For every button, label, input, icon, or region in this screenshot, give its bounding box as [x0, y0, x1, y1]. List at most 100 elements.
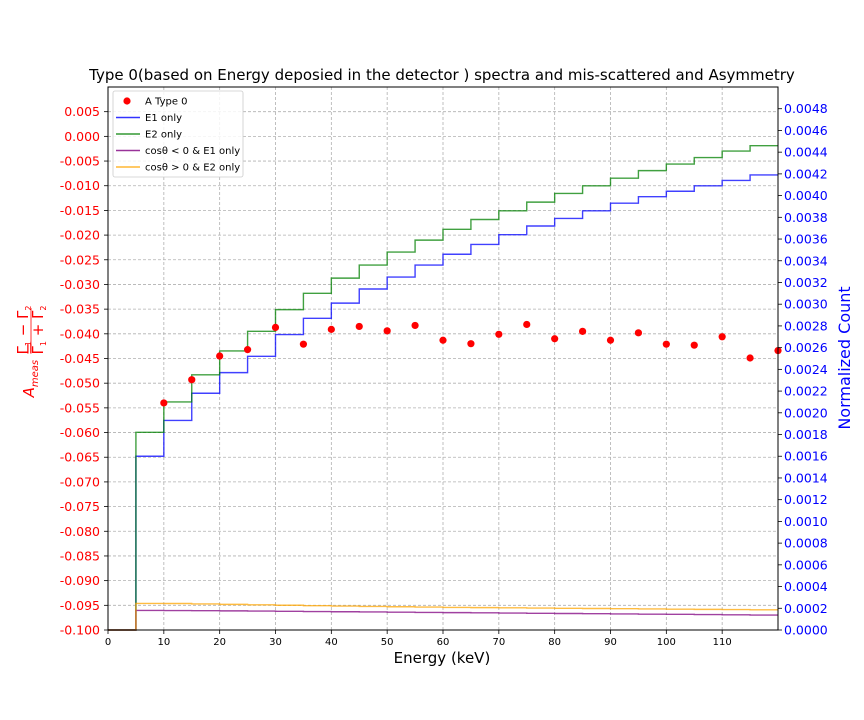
legend-label: cosθ < 0 & E1 only: [145, 146, 240, 157]
data-point: [383, 327, 391, 335]
x-tick-label: 40: [325, 637, 338, 648]
svg-text:Γ1 + Γ2: Γ1 + Γ2: [29, 305, 48, 354]
legend-label: cosθ > 0 & E2 only: [145, 163, 240, 174]
data-point: [718, 333, 726, 341]
legend-box: [112, 90, 244, 178]
data-point: [662, 340, 670, 348]
x-tick-label: 80: [548, 637, 561, 648]
y-right-tick-label: 0.0018: [784, 427, 828, 442]
y-left-tick-label: -0.020: [60, 228, 100, 243]
y-left-tick-label: -0.025: [60, 252, 100, 267]
x-tick-label: 60: [437, 637, 450, 648]
data-point: [299, 340, 308, 348]
y-right-tick-label: 0.0014: [784, 470, 828, 485]
y-left-tick-label: -0.035: [60, 302, 100, 317]
data-point: [578, 327, 587, 335]
y-left-tick-label: -0.100: [60, 623, 100, 638]
y-right-tick-label: 0.0030: [784, 297, 828, 312]
data-point: [439, 336, 447, 344]
series-line-2: [108, 609, 778, 631]
y-left-tick-label: -0.065: [60, 450, 100, 465]
data-point: [160, 399, 168, 407]
y-right-tick-label: 0.0010: [784, 514, 828, 529]
svg-text:Γ1 − Γ2: Γ1 − Γ2: [14, 305, 33, 354]
legend-label: E2 only: [145, 130, 182, 141]
data-point: [188, 376, 196, 384]
y-left-tick-label: -0.095: [60, 598, 100, 613]
data-point: [411, 321, 419, 330]
x-tick-label: 50: [381, 637, 394, 648]
y-right-tick-label: 0.0048: [784, 101, 828, 116]
data-point: [690, 341, 698, 349]
y-left-tick-label: 0.000: [64, 129, 100, 144]
legend-label: A Type 0: [145, 97, 188, 108]
data-point: [606, 336, 615, 344]
data-point: [216, 352, 224, 360]
y-right-tick-label: 0.0046: [784, 123, 828, 138]
y-right-tick-label: 0.0020: [784, 405, 828, 420]
data-point: [327, 325, 335, 333]
y-right-tick-label: 0.0012: [784, 492, 828, 507]
legend-marker: [123, 97, 131, 105]
svg-text:Ameas =: Ameas =: [20, 343, 41, 399]
y-left-tick-label: 0.005: [64, 104, 100, 119]
data-point: [551, 335, 559, 343]
scatter-layer: [160, 320, 782, 407]
x-tick-label: 30: [269, 637, 282, 648]
x-tick-label: 0: [105, 637, 111, 648]
y-right-tick-label: 0.0026: [784, 340, 828, 355]
y-left-tick-label: -0.005: [60, 154, 100, 169]
y-right-tick-label: 0.0038: [784, 210, 828, 225]
data-point: [467, 340, 475, 348]
y-left-tick-label: -0.090: [60, 573, 100, 588]
y-left-tick-label: -0.040: [60, 326, 100, 341]
y-left-tick-label: -0.010: [60, 178, 100, 193]
series-line-0: [108, 174, 778, 631]
y-right-tick-label: 0.0000: [784, 623, 828, 638]
y-right-tick-label: 0.0028: [784, 318, 828, 333]
x-tick-label: 100: [657, 637, 676, 648]
y-left-tick-label: -0.045: [60, 351, 100, 366]
data-point: [355, 322, 363, 331]
x-axis-label: Energy (keV): [394, 649, 491, 667]
y-right-tick-label: 0.0044: [784, 145, 828, 160]
y-left-tick-label: -0.060: [60, 425, 100, 440]
y-right-tick-label: 0.0032: [784, 275, 828, 290]
data-point: [495, 330, 503, 338]
y-right-tick-label: 0.0036: [784, 232, 828, 247]
x-tick-label: 90: [604, 637, 617, 648]
x-tick-label: 110: [713, 637, 732, 648]
y-right-tick-label: 0.0006: [784, 557, 828, 572]
y-left-tick-label: -0.015: [60, 203, 100, 218]
data-point: [243, 346, 252, 354]
y-right-tick-label: 0.0016: [784, 449, 828, 464]
legend-label: E1 only: [145, 113, 182, 124]
chart-title: Type 0(based on Energy deposied in the d…: [88, 66, 795, 84]
data-point: [746, 354, 754, 362]
data-point: [523, 320, 531, 329]
y-axis-right-label: Normalized Count: [835, 286, 854, 429]
y-left-tick-label: -0.080: [60, 524, 100, 539]
series-line-3: [108, 602, 778, 631]
y-left-tick-label: -0.070: [60, 474, 100, 489]
y-right-tick-label: 0.0022: [784, 384, 828, 399]
axis-layer: 0 10 20 30 40 50 60 70 80 90 100 110 0.005 0.000 -0.00…: [60, 101, 828, 648]
y-right-tick-label: 0.0008: [784, 536, 828, 551]
y-right-tick-label: 0.0042: [784, 166, 828, 181]
y-left-tick-label: -0.050: [60, 376, 100, 391]
x-tick-label: 20: [213, 637, 226, 648]
x-tick-label: 70: [492, 637, 505, 648]
y-left-tick-label: -0.030: [60, 277, 100, 292]
y-right-tick-label: 0.0034: [784, 253, 828, 268]
y-left-tick-label: -0.055: [60, 400, 100, 415]
data-point: [634, 329, 643, 337]
y-left-tick-label: -0.085: [60, 548, 100, 563]
y-right-tick-label: 0.0040: [784, 188, 828, 203]
legend: A Type 0 E1 only E2 only cosθ < 0 & E1 only…: [112, 90, 244, 178]
y-right-tick-label: 0.0024: [784, 362, 828, 377]
x-tick-label: 10: [157, 637, 170, 648]
y-left-tick-label: -0.075: [60, 499, 100, 514]
data-point: [271, 323, 280, 332]
y-axis-left-label: Ameas = Γ1 − Γ2 Γ1 + Γ2: [14, 305, 48, 398]
